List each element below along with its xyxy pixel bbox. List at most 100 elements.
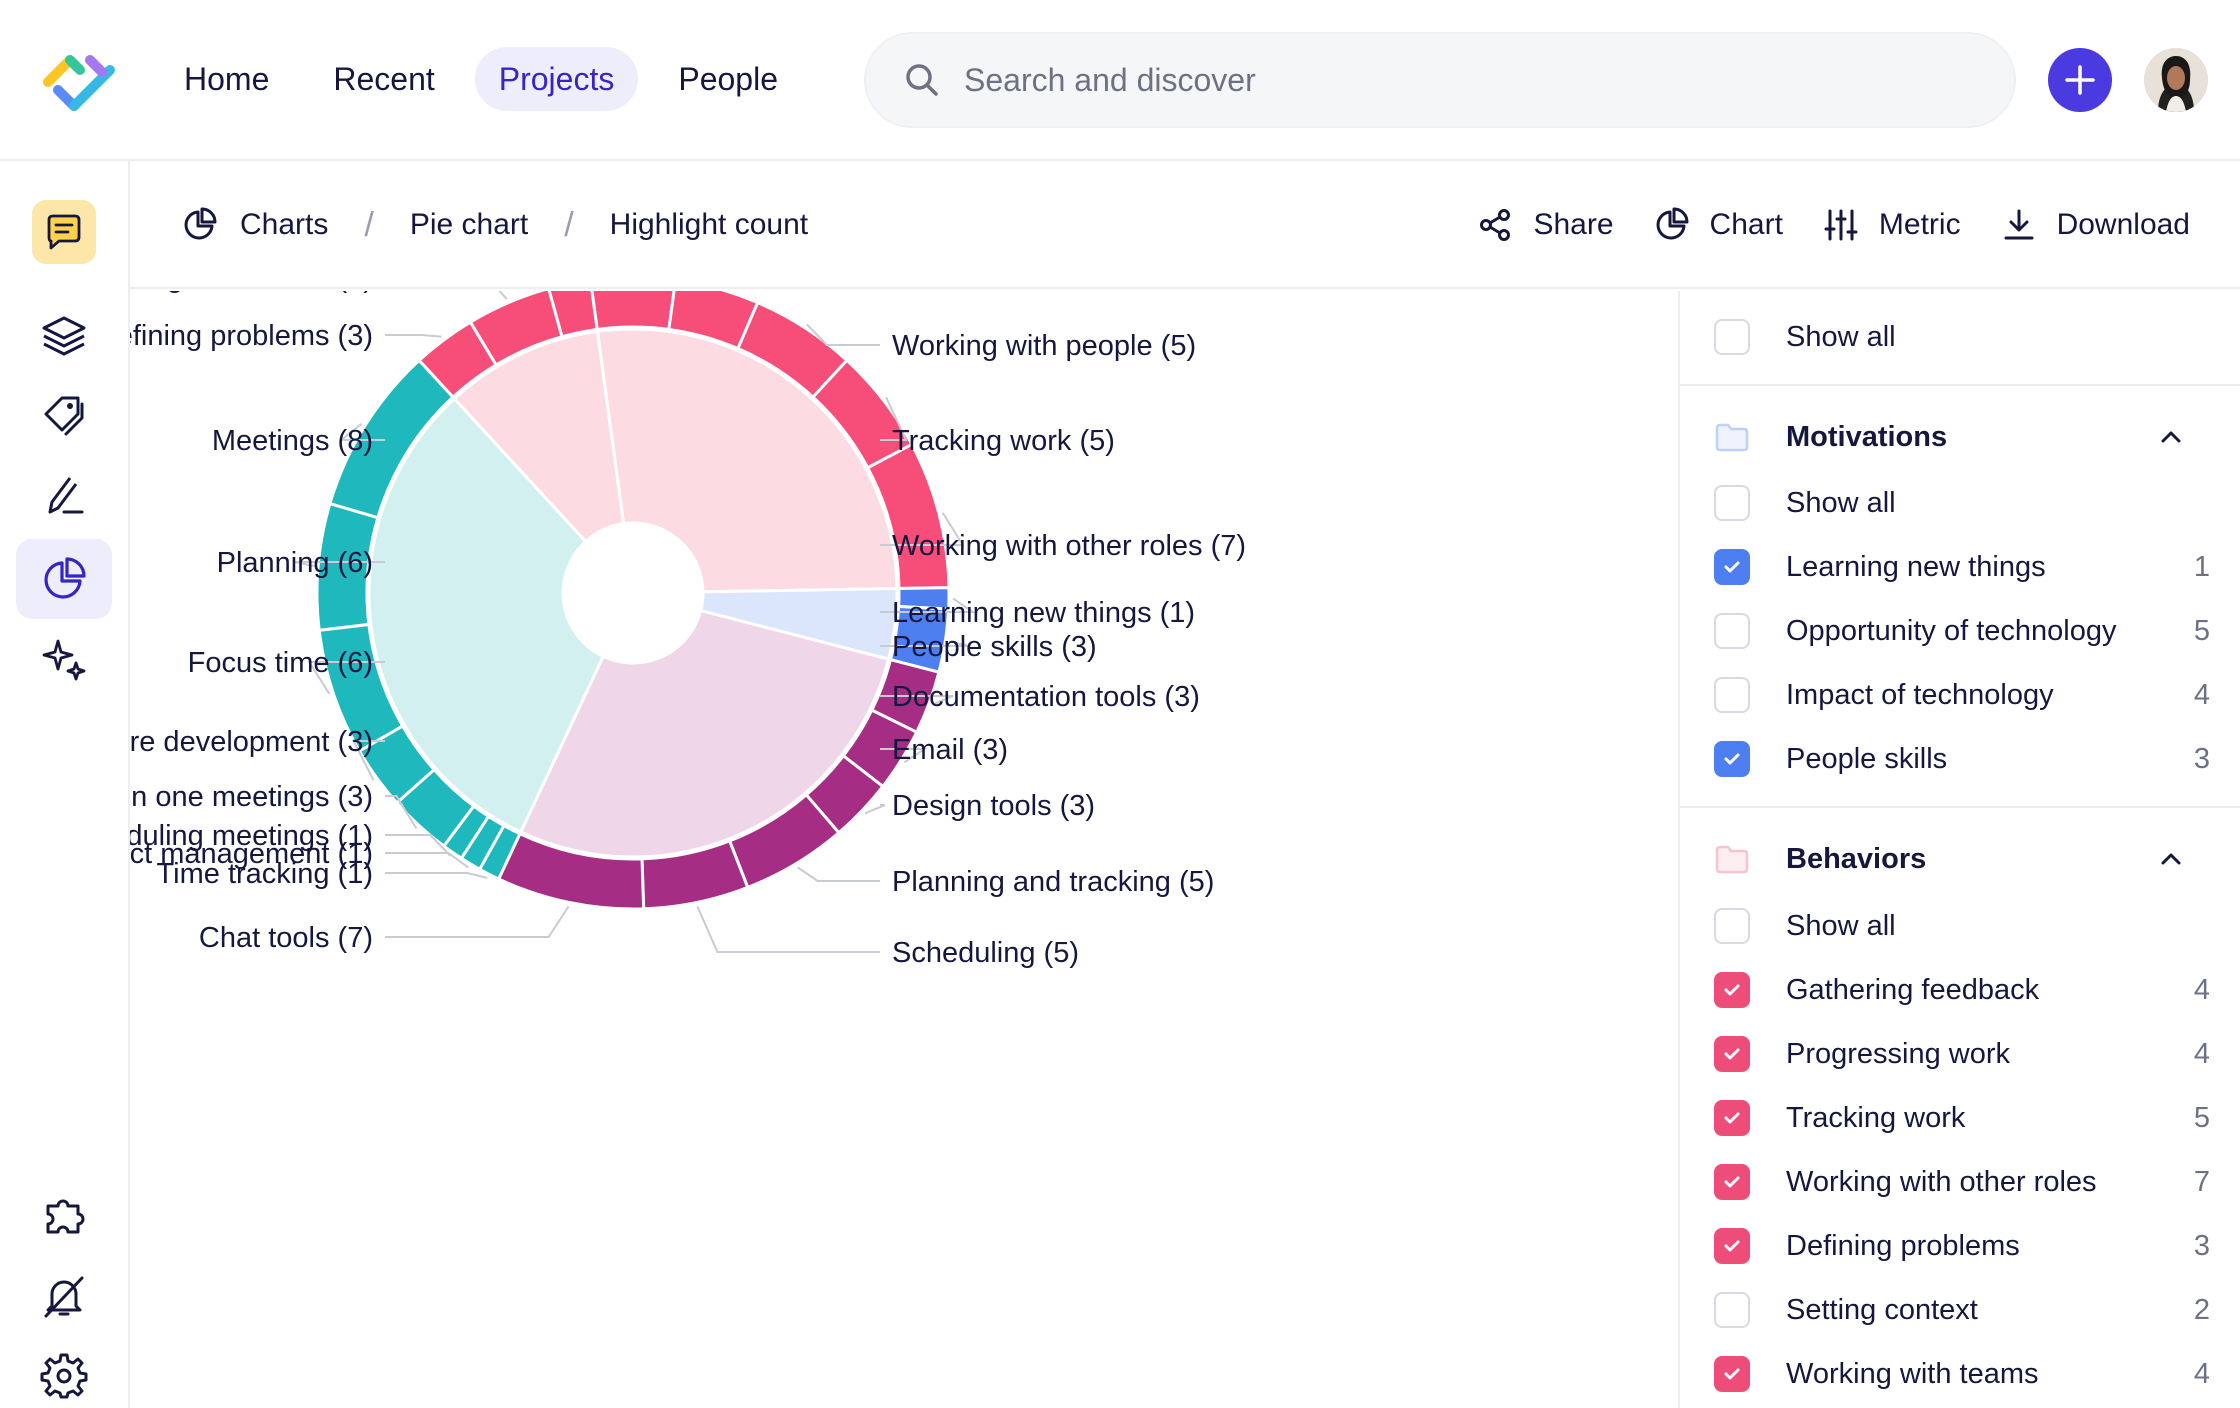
top-bar: Home Recent Projects People [0,0,2240,161]
metric-label: Metric [1878,208,1961,241]
filter-checkbox[interactable] [1714,1036,1750,1072]
chevron-up-icon[interactable] [2158,424,2184,450]
filter-panel: Show all Motivations Show all Learning n… [1678,291,2240,1408]
leader-line [696,906,880,953]
filter-item[interactable]: Working with other roles 7 [1680,1150,2240,1214]
app-logo[interactable] [40,42,120,122]
sidebar-item-layers[interactable] [16,296,112,376]
filter-item[interactable]: Tracking work 5 [1680,1086,2240,1150]
filter-item[interactable]: Opportunity of technology 5 [1680,599,2240,663]
share-button[interactable]: Share [1477,207,1614,243]
breadcrumb-pie-chart[interactable]: Pie chart [409,208,529,241]
sidebar-item-highlight[interactable] [16,456,112,536]
filter-count: 5 [2193,1101,2210,1134]
nav-home[interactable]: Home [184,60,270,97]
show-all-label: Show all [1786,909,1896,942]
filter-checkbox[interactable] [1714,1228,1750,1264]
filter-checkbox[interactable] [1714,741,1750,777]
filter-item[interactable]: Setting context 2 [1680,1278,2240,1342]
leader-line [293,561,385,567]
filter-item[interactable]: People skills 3 [1680,727,2240,791]
slice-label: Tracking work (5) [892,425,1115,457]
show-all-checkbox[interactable] [1714,485,1750,521]
bell-off-icon [44,1276,84,1318]
slice-label: Planning (6) [217,547,373,579]
pie-chart: Gathering feedback (4)Working with peopl… [130,291,1246,969]
feedback-button[interactable] [32,200,96,264]
slice-label: People skills (3) [892,631,1097,663]
slice-label: Design tools (3) [892,790,1095,822]
filter-checkbox[interactable] [1714,1292,1750,1328]
chart-button[interactable]: Chart [1654,207,1783,243]
filter-item[interactable]: Working with teams 4 [1680,1342,2240,1406]
leader-line [880,748,928,764]
filter-item[interactable]: Defining problems 3 [1680,1214,2240,1278]
filter-show-all[interactable]: Show all [1680,471,2240,535]
slice-label: Learning new things (1) [892,597,1195,629]
main-nav: Home Recent Projects People [160,47,802,111]
download-label: Download [2056,208,2190,241]
filter-group-motivations[interactable]: Motivations [1680,405,2240,469]
sidebar-item-ai[interactable] [16,619,112,699]
filter-item[interactable]: Progressing work 4 [1680,1022,2240,1086]
show-all-checkbox[interactable] [1714,908,1750,944]
show-all-label: Show all [1786,486,1896,519]
sidebar-item-notifications[interactable] [16,1256,112,1336]
filter-checkbox[interactable] [1714,677,1750,713]
leader-line [864,804,886,815]
slice-label: Defining problems (3) [130,320,373,352]
chart-area: Gathering feedback (4)Working with peopl… [130,291,1678,1408]
filter-checkbox[interactable] [1714,1164,1750,1200]
filter-label: People skills [1786,742,1948,775]
filter-checkbox[interactable] [1714,972,1750,1008]
pie-slice [547,291,599,339]
filter-checkbox[interactable] [1714,1100,1750,1136]
slice-label: One on one meetings (3) [130,781,373,813]
metric-button[interactable]: Metric [1823,207,1961,243]
show-all-checkbox[interactable] [1714,319,1750,355]
check-icon [1724,984,1740,996]
nav-recent[interactable]: Recent [333,60,435,97]
nav-projects[interactable]: Projects [474,47,639,111]
slice-label: Feature development (3) [130,726,373,758]
sidebar-item-charts[interactable] [16,539,112,619]
sidebar-item-settings[interactable] [16,1336,112,1408]
filter-checkbox[interactable] [1714,549,1750,585]
user-avatar[interactable] [2144,48,2208,112]
chevron-up-icon[interactable] [2158,846,2184,872]
leader-line [385,872,488,879]
filter-show-all[interactable]: Show all [1680,894,2240,958]
leader-line [880,512,965,546]
sidebar-item-integrations[interactable] [16,1176,112,1256]
filter-count: 4 [2193,678,2210,711]
breadcrumb-charts[interactable]: Charts [240,208,329,241]
filter-label: Defining problems [1786,1229,2020,1262]
leader-line [385,852,469,869]
left-sidebar [0,161,130,1408]
filter-checkbox[interactable] [1714,1356,1750,1392]
filter-item[interactable]: Learning new things 1 [1680,535,2240,599]
filter-label: Progressing work [1786,1037,2011,1070]
add-button[interactable] [2048,48,2112,112]
search-bar[interactable] [864,32,2016,128]
filter-count: 4 [2193,1037,2210,1070]
download-button[interactable]: Download [2001,207,2190,243]
filter-show-all[interactable]: Show all [1680,305,2240,369]
check-icon [1724,1240,1740,1252]
sparkles-icon [42,639,86,681]
pie-chart-icon [44,557,86,599]
leader-line [385,334,442,338]
filter-item[interactable]: Gathering feedback 4 [1680,958,2240,1022]
leader-line [797,866,880,882]
show-all-label: Show all [1786,320,1896,353]
pie-group-slice [518,608,891,859]
search-input[interactable] [964,61,1864,99]
breadcrumb-separator: / [364,205,374,244]
filter-count: 4 [2193,973,2210,1006]
filter-count: 4 [2193,1357,2210,1390]
nav-people[interactable]: People [678,60,778,97]
filter-checkbox[interactable] [1714,613,1750,649]
filter-group-behaviors[interactable]: Behaviors [1680,827,2240,891]
sidebar-item-tags[interactable] [16,376,112,456]
filter-item[interactable]: Impact of technology 4 [1680,663,2240,727]
